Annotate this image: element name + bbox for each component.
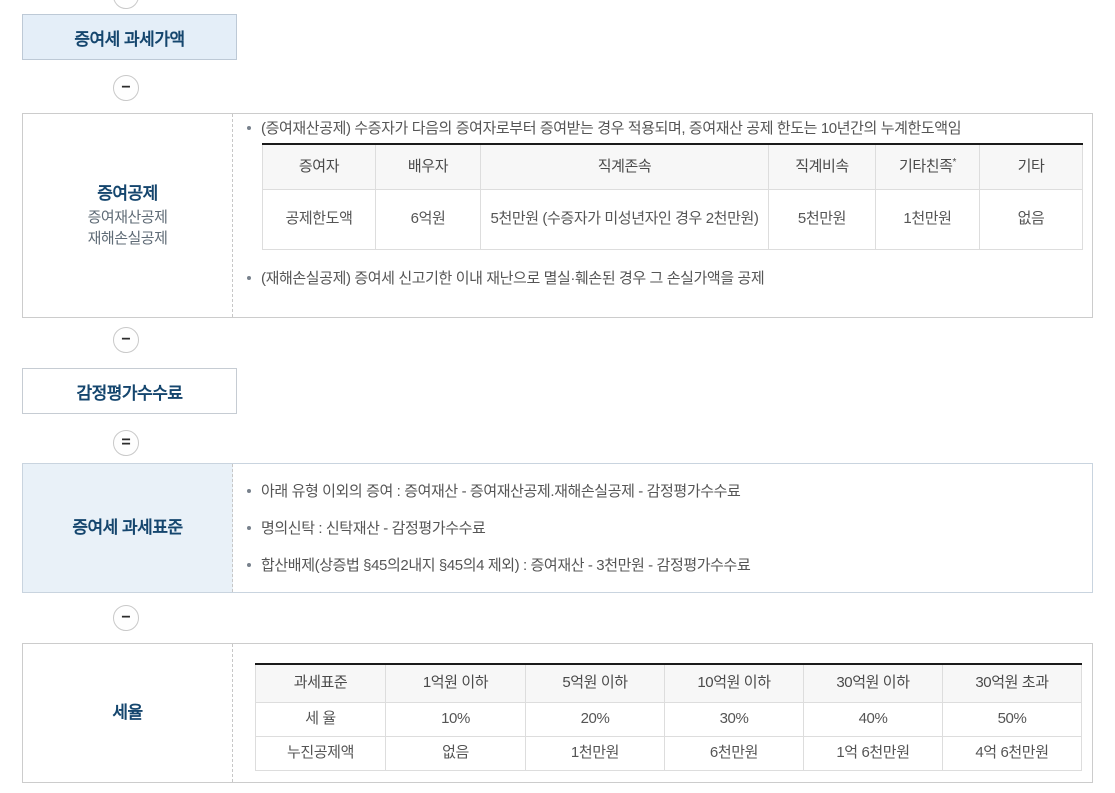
header-other-kin-text: 기타친족 — [898, 157, 953, 175]
minus-glyph: − — [121, 609, 131, 626]
cell-other-limit: 없음 — [979, 188, 1083, 250]
cell-rate-label: 세 율 — [255, 701, 386, 737]
minus-operator-icon: − — [113, 75, 139, 101]
tax-base-bullet-1: 아래 유형 이외의 증여 : 증여재산 - 증여재산공제.재해손실공제 - 감정… — [247, 481, 1080, 502]
tax-rate-section: 세율 과세표준 1억원 이하 5억원 이하 10억원 이하 30억원 이하 30… — [22, 643, 1093, 783]
cell-lineal-descendant-limit: 5천만원 — [768, 188, 876, 250]
bullet-dot-icon — [247, 275, 251, 280]
progressive-deduction-row: 누진공제액 없음 1천만원 6천만원 1억 6천만원 4억 6천만원 — [255, 735, 1082, 771]
tax-rate-label-cell: 세율 — [23, 644, 233, 782]
gift-deduction-title: 증여공제 — [97, 183, 158, 203]
header-donor: 증여자 — [262, 144, 376, 190]
gift-deduction-section: 증여공제 증여재산공제 재해손실공제 (증여재산공제) 수증자가 다음의 증여자… — [22, 113, 1093, 318]
tax-base-bullet-3: 합산배제(상증법 §45의2내지 §45의4 제외) : 증여재산 - 3천만원… — [247, 555, 1080, 576]
deduction-bullet-top: (증여재산공제) 수증자가 다음의 증여자로부터 증여받는 경우 적용되며, 증… — [247, 118, 1067, 139]
bullet-dot-icon — [247, 126, 251, 130]
minus-operator-icon: − — [113, 327, 139, 353]
header-bracket-4: 30억원 이하 — [803, 664, 943, 703]
deduction-bullet-top-text: (증여재산공제) 수증자가 다음의 증여자로부터 증여받는 경우 적용되며, 증… — [261, 120, 962, 137]
cell-prog-label: 누진공제액 — [255, 735, 386, 771]
gross-gift-tax-value-label: 증여세 과세가액 — [74, 29, 185, 49]
cell-prog-3: 6천만원 — [664, 735, 804, 771]
minus-glyph: − — [121, 79, 131, 96]
header-other-kin: 기타친족* — [875, 144, 980, 190]
header-bracket-3: 10억원 이하 — [664, 664, 804, 703]
tax-base-title: 증여세 과세표준 — [72, 517, 183, 537]
bullet-dot-icon — [247, 488, 251, 493]
cell-prog-4: 1억 6천만원 — [803, 735, 943, 771]
tax-base-bullet-2-text: 명의신탁 : 신탁재산 - 감정평가수수료 — [261, 519, 486, 537]
minus-operator-icon: − — [113, 605, 139, 631]
cell-prog-2: 1천만원 — [525, 735, 665, 771]
gift-deduction-subtitle-2: 재해손실공제 — [87, 229, 168, 247]
equals-glyph: = — [121, 434, 131, 451]
deduction-table-value-row: 공제한도액 6억원 5천만원 (수증자가 미성년자인 경우 2천만원) 5천만원… — [262, 188, 1083, 250]
header-other: 기타 — [979, 144, 1083, 190]
header-bracket-5: 30억원 초과 — [942, 664, 1082, 703]
deduction-limit-table: 증여자 배우자 직계존속 직계비속 기타친족* 기타 공제한도액 6억원 5천만… — [262, 143, 1083, 250]
cell-lineal-ascendant-limit: 5천만원 (수증자가 미성년자인 경우 2천만원) — [480, 188, 769, 250]
tax-base-bullet-3-text: 합산배제(상증법 §45의2내지 §45의4 제외) : 증여재산 - 3천만원… — [261, 556, 751, 574]
tax-base-content: 아래 유형 이외의 증여 : 증여재산 - 증여재산공제.재해손실공제 - 감정… — [233, 464, 1092, 592]
tax-rate-title: 세율 — [112, 702, 143, 722]
header-bracket-2: 5억원 이하 — [525, 664, 665, 703]
tax-base-bullet-1-text: 아래 유형 이외의 증여 : 증여재산 - 증여재산공제.재해손실공제 - 감정… — [261, 482, 741, 500]
partial-operator-icon — [113, 0, 139, 9]
minus-glyph: − — [121, 331, 131, 348]
tax-rate-row: 세 율 10% 20% 30% 40% 50% — [255, 701, 1082, 737]
appraisal-fee-label: 감정평가수수료 — [76, 383, 183, 403]
deduction-bullet-bottom-text: (재해손실공제) 증여세 신고기한 이내 재난으로 멸실·훼손된 경우 그 손실… — [261, 269, 765, 287]
cell-rate-3: 30% — [664, 701, 804, 737]
cell-other-kin-limit: 1천만원 — [875, 188, 980, 250]
cell-rate-1: 10% — [385, 701, 526, 737]
gross-gift-tax-value-box: 증여세 과세가액 — [22, 14, 237, 60]
equals-operator-icon: = — [113, 430, 139, 456]
cell-rate-4: 40% — [803, 701, 943, 737]
cell-rate-2: 20% — [525, 701, 665, 737]
header-lineal-descendant: 직계비속 — [768, 144, 876, 190]
tax-base-section: 증여세 과세표준 아래 유형 이외의 증여 : 증여재산 - 증여재산공제.재해… — [22, 463, 1093, 593]
tax-rate-header-row: 과세표준 1억원 이하 5억원 이하 10억원 이하 30억원 이하 30억원 … — [255, 664, 1082, 703]
bullet-dot-icon — [247, 562, 251, 567]
header-bracket-1: 1억원 이하 — [385, 664, 526, 703]
cell-rate-5: 50% — [942, 701, 1082, 737]
cell-prog-1: 없음 — [385, 735, 526, 771]
tax-rate-table: 과세표준 1억원 이하 5억원 이하 10억원 이하 30억원 이하 30억원 … — [255, 663, 1082, 771]
header-spouse: 배우자 — [375, 144, 481, 190]
header-lineal-ascendant: 직계존속 — [480, 144, 769, 190]
tax-rate-content: 과세표준 1억원 이하 5억원 이하 10억원 이하 30억원 이하 30억원 … — [233, 644, 1094, 782]
deduction-table-header-row: 증여자 배우자 직계존속 직계비속 기타친족* 기타 — [262, 144, 1083, 190]
cell-spouse-limit: 6억원 — [375, 188, 481, 250]
bullet-dot-icon — [247, 525, 251, 530]
deduction-bullet-bottom: (재해손실공제) 증여세 신고기한 이내 재난으로 멸실·훼손된 경우 그 손실… — [247, 268, 1083, 289]
gift-deduction-label-cell: 증여공제 증여재산공제 재해손실공제 — [23, 114, 233, 317]
tax-base-label-cell: 증여세 과세표준 — [23, 464, 233, 592]
cell-prog-5: 4억 6천만원 — [942, 735, 1082, 771]
appraisal-fee-box: 감정평가수수료 — [22, 368, 237, 414]
header-tax-base: 과세표준 — [255, 664, 386, 703]
tax-base-bullet-2: 명의신탁 : 신탁재산 - 감정평가수수료 — [247, 518, 1080, 539]
footnote-asterisk: * — [952, 156, 957, 168]
cell-limit-label: 공제한도액 — [262, 188, 376, 250]
gift-deduction-content: (증여재산공제) 수증자가 다음의 증여자로부터 증여받는 경우 적용되며, 증… — [233, 114, 1095, 317]
gift-deduction-subtitle-1: 증여재산공제 — [87, 208, 168, 226]
